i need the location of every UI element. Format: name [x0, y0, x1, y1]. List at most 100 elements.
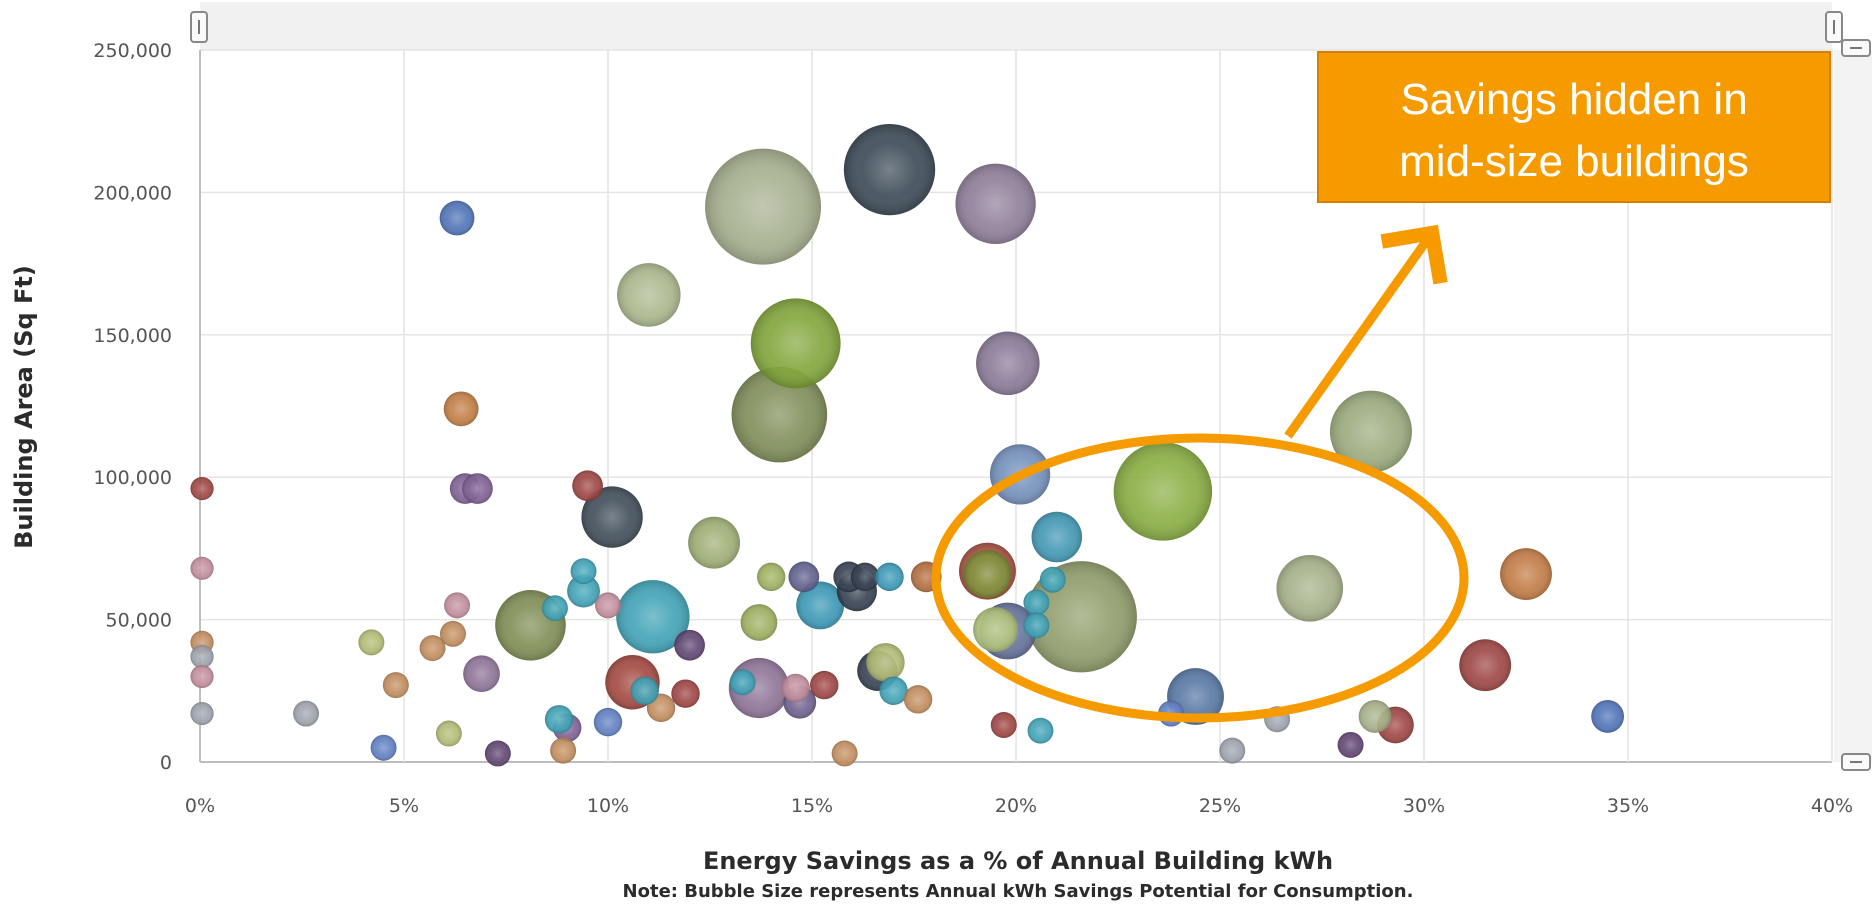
- bubble-shading: [1039, 566, 1066, 593]
- bubble-shading: [1276, 554, 1344, 622]
- x-axis-ticks: 0% 5% 10% 15% 20% 25% 30% 35% 40%: [185, 795, 1853, 817]
- callout-line-2: mid-size buildings: [1399, 137, 1749, 186]
- bubble-shading: [190, 556, 214, 580]
- callout-box: [1317, 51, 1831, 203]
- bubble-shading: [382, 672, 409, 699]
- x-tick-label: 20%: [995, 795, 1037, 817]
- bubble-shading: [358, 629, 385, 656]
- bubble-shading: [190, 476, 214, 501]
- bubble-shading: [463, 655, 500, 693]
- bubble-shading: [740, 604, 778, 641]
- bubble-shading: [781, 673, 810, 703]
- zoom-handle-right[interactable]: [1825, 11, 1843, 43]
- scroll-handle-top[interactable]: [1841, 39, 1871, 57]
- bubble-shading: [570, 558, 597, 585]
- bubble-shading: [444, 592, 471, 619]
- bubble-shading: [705, 148, 822, 265]
- bubble-shading: [1023, 612, 1050, 639]
- bubble-shading: [976, 331, 1040, 396]
- y-tick-label: 250,000: [93, 40, 172, 62]
- right-scroll-band: [1834, 50, 1872, 762]
- y-tick-label: 100,000: [93, 467, 172, 489]
- bubble-size-note: Note: Bubble Size represents Annual kWh …: [623, 881, 1414, 902]
- bubble-shading: [955, 163, 1036, 244]
- bubble-shading: [1337, 731, 1364, 758]
- bubble-shading: [843, 123, 936, 216]
- x-tick-label: 15%: [791, 795, 833, 817]
- y-axis-ticks: 0 50,000 100,000 150,000 200,000 250,000: [93, 40, 172, 774]
- bubble-shading: [879, 676, 908, 706]
- bubble-shading: [190, 645, 214, 669]
- bubble-shading: [1031, 511, 1083, 563]
- y-tick-label: 200,000: [93, 182, 172, 204]
- bubble-shading: [462, 473, 493, 504]
- x-tick-label: 0%: [185, 795, 215, 817]
- bubble-shading: [1023, 589, 1050, 616]
- bubble-shading: [688, 516, 741, 569]
- bubble-shading: [750, 298, 841, 389]
- bubble-shading: [544, 705, 574, 734]
- x-tick-label: 40%: [1811, 795, 1853, 817]
- bubble-shading: [443, 391, 479, 427]
- bubble-shading: [581, 486, 643, 548]
- bubble-shading: [439, 200, 475, 236]
- y-tick-label: 50,000: [106, 610, 172, 632]
- bubble-shading: [439, 620, 466, 647]
- x-tick-label: 10%: [587, 795, 629, 817]
- x-tick-label: 5%: [389, 795, 419, 817]
- bubble-shading: [810, 670, 839, 700]
- bubble-shading: [595, 592, 621, 619]
- highlight-ellipse: [931, 433, 1469, 723]
- callout-arrow: [1284, 224, 1448, 439]
- bubble-shading: [973, 607, 1019, 653]
- bubble-shading: [831, 740, 858, 767]
- bubble-shading: [630, 676, 659, 706]
- bubble-shading: [567, 574, 600, 608]
- y-tick-label: 150,000: [93, 325, 172, 347]
- bubble-shading: [903, 685, 933, 714]
- zoom-handle-left[interactable]: [190, 11, 208, 43]
- bubble-shading: [1113, 442, 1213, 541]
- y-axis-title: Building Area (Sq Ft): [10, 265, 38, 549]
- bubble-shading: [729, 669, 756, 696]
- bubble-shading: [850, 562, 880, 592]
- bubble-shading: [617, 263, 681, 327]
- bubble-shading: [435, 720, 462, 747]
- bubble-shading: [875, 562, 904, 592]
- bubble-shading: [293, 700, 320, 727]
- bubble-shading: [756, 562, 786, 592]
- bubble-shading: [963, 550, 1012, 598]
- bubble-shading: [1459, 639, 1512, 692]
- bubble-series: [190, 123, 1625, 767]
- x-axis-title: Energy Savings as a % of Annual Building…: [703, 847, 1333, 875]
- x-tick-label: 25%: [1199, 795, 1241, 817]
- bubble-shading: [674, 629, 705, 661]
- callout-line-1: Savings hidden in: [1400, 75, 1747, 124]
- bubble-shading: [1500, 548, 1552, 600]
- bubble-shading: [593, 707, 623, 737]
- bubble-shading: [671, 679, 700, 708]
- scroll-handle-bottom[interactable]: [1841, 753, 1871, 771]
- bubble-shading: [419, 635, 446, 662]
- bubble-shading: [1329, 390, 1412, 473]
- bubble-shading: [788, 561, 820, 593]
- bubble-shading: [484, 740, 511, 767]
- bubble-shading: [1027, 717, 1054, 744]
- bubble-shading: [572, 470, 603, 502]
- bubble-shading: [550, 737, 577, 764]
- bubble-shading: [990, 712, 1017, 738]
- bubble-shading: [731, 366, 828, 463]
- top-scroll-band: [200, 2, 1832, 50]
- x-tick-label: 35%: [1607, 795, 1649, 817]
- bubble-shading: [190, 701, 214, 726]
- y-tick-label: 0: [160, 752, 172, 774]
- bubble-shading: [190, 664, 214, 689]
- x-tick-label: 30%: [1403, 795, 1445, 817]
- bubble-shading: [1591, 700, 1625, 733]
- bubble-shading: [1219, 737, 1246, 764]
- bubble-shading: [370, 734, 397, 761]
- bubble-shading: [616, 580, 690, 654]
- bubble-shading: [541, 595, 568, 622]
- bubble-shading: [1358, 700, 1392, 733]
